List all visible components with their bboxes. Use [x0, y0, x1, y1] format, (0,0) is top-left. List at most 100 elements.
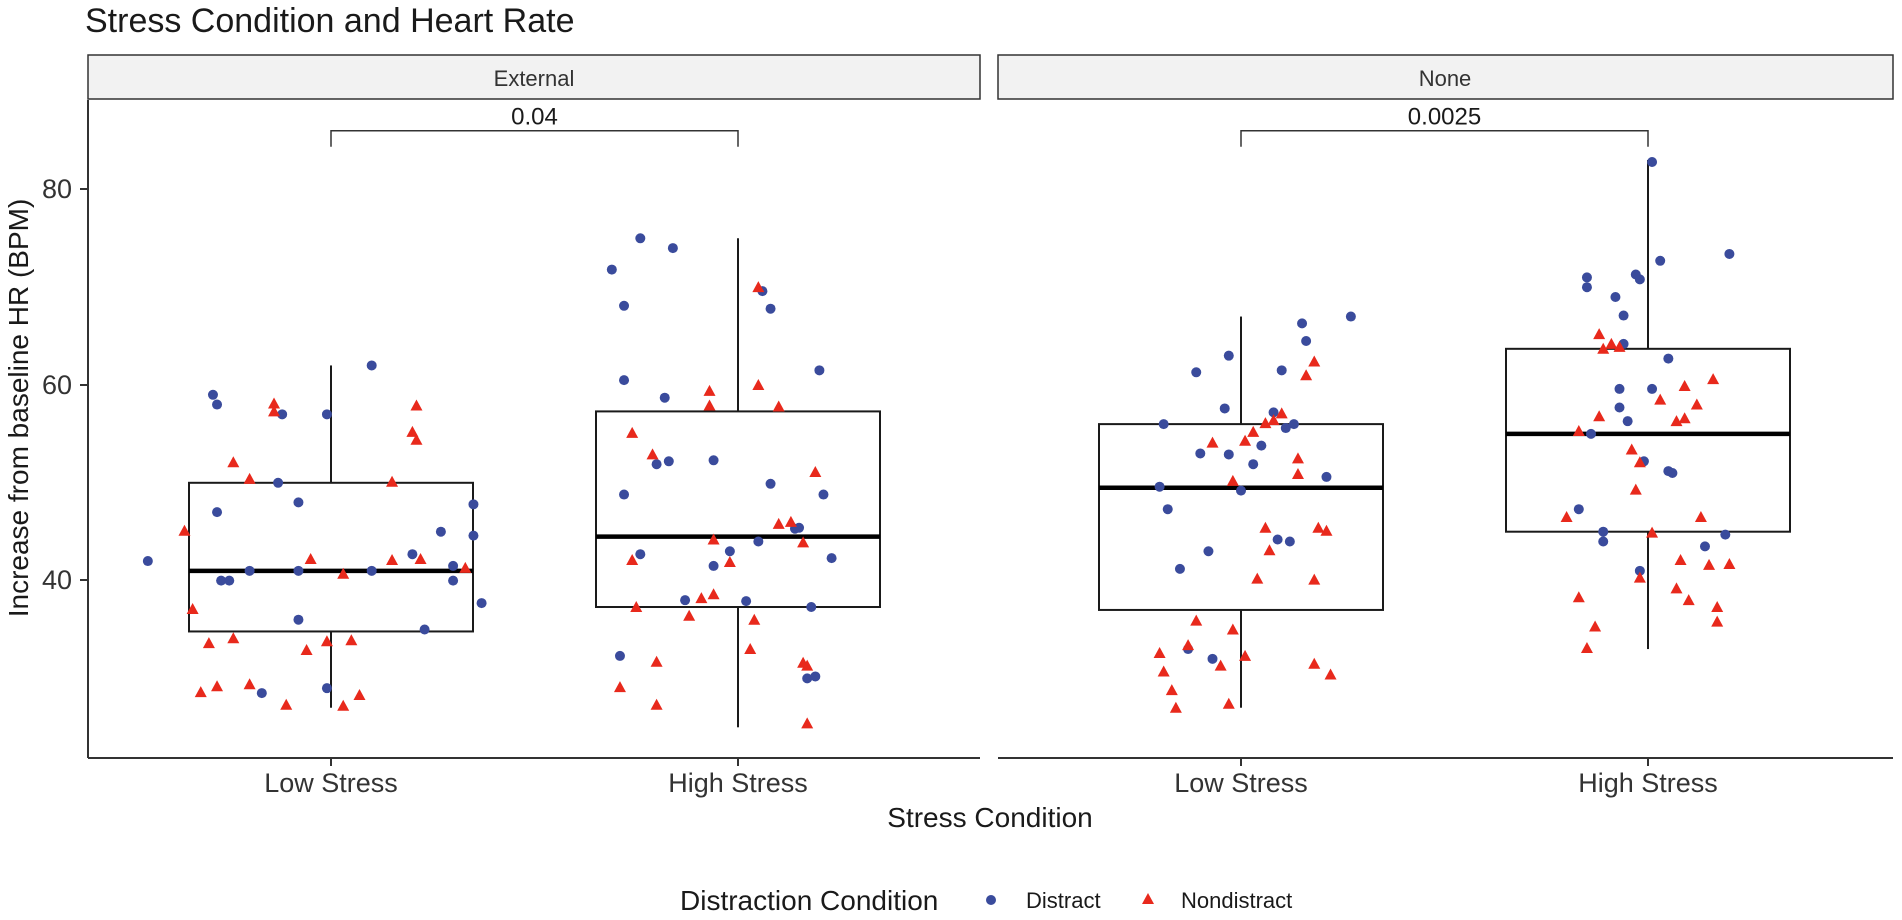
data-point-distract-none	[1301, 335, 1312, 346]
data-point-distract-external	[212, 507, 223, 518]
data-point-nondistract-external	[752, 281, 765, 293]
data-point-nondistract-none	[1633, 571, 1646, 583]
data-point-nondistract-none	[1646, 526, 1659, 538]
data-point-distract-external	[468, 530, 479, 541]
data-point-distract-external	[667, 243, 678, 254]
data-point-distract-external	[606, 264, 617, 275]
data-point-distract-external	[207, 389, 218, 400]
strip-none-background	[997, 54, 1894, 100]
data-point-distract-none	[1622, 416, 1633, 427]
data-point-nondistract-none	[1239, 434, 1252, 446]
data-point-nondistract-none	[1593, 328, 1606, 340]
data-point-distract-external	[448, 575, 459, 586]
data-point-nondistract-none	[1153, 646, 1166, 658]
data-point-distract-none	[1284, 536, 1295, 547]
data-point-nondistract-none	[1182, 639, 1195, 651]
data-point-nondistract-external	[268, 405, 281, 417]
data-point-distract-external	[680, 595, 691, 606]
strip-external-background	[87, 54, 981, 100]
data-point-nondistract-external	[801, 717, 814, 729]
data-point-nondistract-none	[1707, 373, 1720, 385]
data-point-distract-none	[1321, 471, 1332, 482]
data-point-distract-none	[1345, 311, 1356, 322]
data-point-nondistract-none	[1222, 697, 1235, 709]
data-point-distract-none	[1203, 546, 1214, 557]
data-point-nondistract-none	[1572, 591, 1585, 603]
data-point-distract-external	[741, 596, 752, 607]
data-point-distract-external	[765, 478, 776, 489]
data-point-nondistract-none	[1263, 544, 1276, 556]
data-point-nondistract-none	[1580, 642, 1593, 654]
data-point-nondistract-none	[1165, 684, 1178, 696]
data-point-nondistract-none	[1629, 483, 1642, 495]
legend-distract-marker	[986, 895, 996, 905]
data-point-distract-external	[724, 546, 735, 557]
data-point-nondistract-external	[243, 678, 256, 690]
data-point-nondistract-none	[1711, 615, 1724, 627]
data-point-distract-none	[1154, 481, 1165, 492]
data-point-nondistract-external	[194, 686, 207, 698]
data-point-nondistract-none	[1589, 620, 1602, 632]
data-point-nondistract-none	[1291, 467, 1304, 479]
data-point-nondistract-external	[772, 400, 785, 412]
data-point-distract-none	[1581, 272, 1592, 283]
data-point-nondistract-external	[227, 632, 240, 644]
data-point-nondistract-external	[707, 533, 720, 545]
data-point-distract-external	[708, 560, 719, 571]
data-point-nondistract-none	[1320, 524, 1333, 536]
data-point-nondistract-external	[613, 681, 626, 693]
data-point-distract-external	[216, 575, 227, 586]
box-none-high-stress	[1505, 347, 1791, 533]
data-point-distract-none	[1272, 534, 1283, 545]
data-point-distract-external	[814, 365, 825, 376]
plot-marks: 0.04 0.0025	[142, 104, 1791, 729]
data-point-nondistract-none	[1625, 443, 1638, 455]
data-point-distract-none	[1158, 419, 1169, 430]
data-point-distract-external	[224, 575, 235, 586]
data-point-distract-none	[1699, 541, 1710, 552]
data-point-distract-none	[1162, 504, 1173, 515]
data-point-nondistract-external	[386, 475, 399, 487]
data-point-nondistract-none	[1605, 337, 1618, 349]
data-point-distract-none	[1573, 504, 1584, 515]
data-point-nondistract-external	[695, 592, 708, 604]
data-point-distract-none	[1634, 565, 1645, 576]
data-point-nondistract-external	[406, 425, 419, 437]
data-point-distract-external	[244, 565, 255, 576]
data-point-nondistract-none	[1157, 665, 1170, 677]
data-point-nondistract-none	[1678, 379, 1691, 391]
data-point-nondistract-external	[703, 399, 716, 411]
data-point-nondistract-none	[1308, 355, 1321, 367]
data-point-distract-none	[1280, 423, 1291, 434]
data-point-nondistract-none	[1723, 557, 1736, 569]
data-point-nondistract-external	[300, 644, 313, 656]
data-point-distract-external	[818, 489, 829, 500]
data-point-distract-none	[1724, 248, 1735, 259]
data-point-nondistract-none	[1703, 558, 1716, 570]
data-point-nondistract-none	[1226, 623, 1239, 635]
data-point-nondistract-none	[1214, 659, 1227, 671]
data-point-nondistract-none	[1308, 657, 1321, 669]
data-point-distract-external	[293, 497, 304, 508]
legend-nondistract-marker	[1142, 893, 1154, 904]
data-point-distract-none	[1236, 485, 1246, 496]
data-point-distract-none	[1598, 536, 1609, 547]
data-point-nondistract-external	[630, 600, 643, 612]
data-point-nondistract-external	[650, 655, 663, 667]
significance-bracket-none	[1240, 129, 1649, 147]
data-point-distract-none	[1610, 291, 1621, 302]
data-point-nondistract-none	[1633, 456, 1646, 468]
data-point-nondistract-external	[797, 536, 810, 548]
data-point-nondistract-external	[683, 609, 696, 621]
data-point-nondistract-none	[1690, 398, 1703, 410]
data-point-nondistract-external	[337, 699, 350, 711]
data-point-nondistract-external	[243, 472, 256, 484]
data-point-distract-external	[708, 455, 719, 466]
data-point-distract-external	[659, 392, 670, 403]
data-point-nondistract-external	[410, 433, 423, 445]
data-point-nondistract-external	[320, 635, 333, 647]
x-tick-label-none-high-stress: High Stress	[1578, 768, 1718, 798]
data-point-nondistract-external	[386, 554, 399, 566]
data-point-distract-none	[1268, 407, 1279, 418]
data-point-nondistract-none	[1259, 417, 1272, 429]
